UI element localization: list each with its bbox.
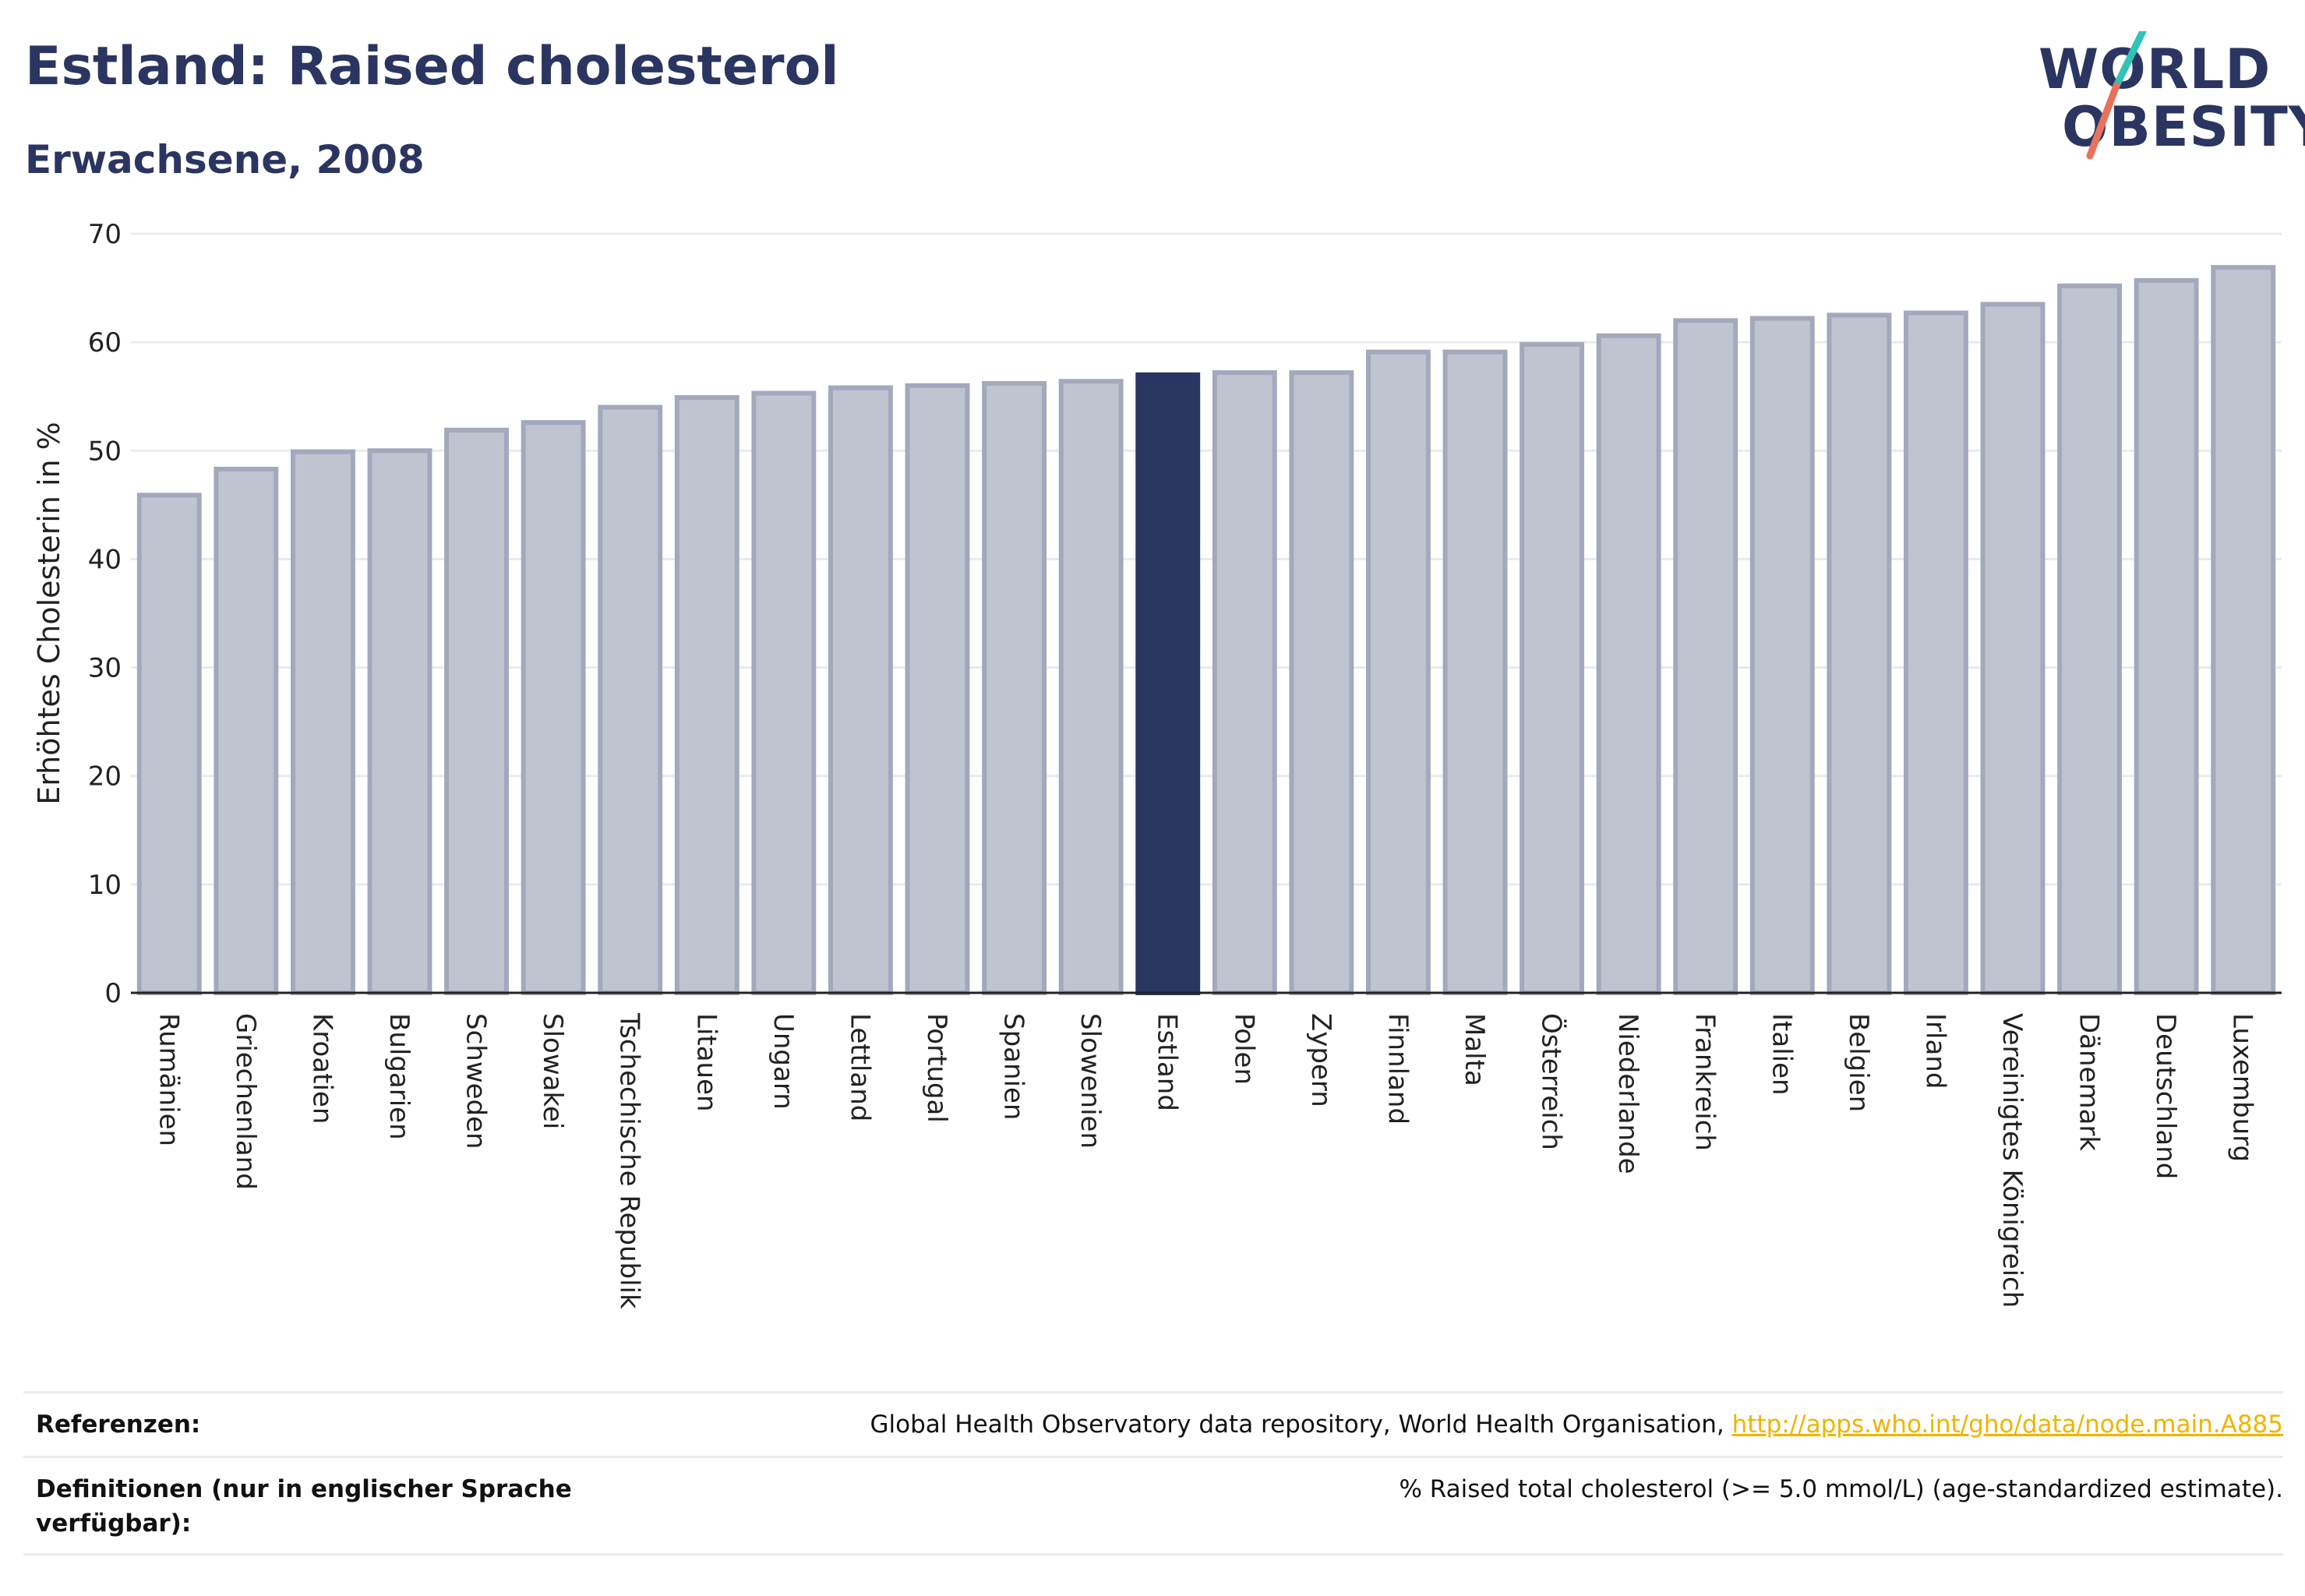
bar[interactable] [674, 395, 740, 995]
x-tick-labels: Rumänien Griechenland Kroatien Bulgarien Sch… [153, 1012, 2257, 1309]
bar-highlight[interactable] [1135, 372, 1201, 995]
x-tick-label: Ungarn [768, 1013, 799, 1110]
page-subtitle: Erwachsene, 2008 [25, 137, 425, 182]
y-tick-label: 0 [104, 978, 122, 1009]
x-tick-label: Malta [1459, 1013, 1490, 1086]
y-tick-label: 40 [88, 544, 122, 575]
definitions-row: Definitionen (nur in englischer Sprache … [23, 1456, 2283, 1555]
logo-slash-icon [2086, 31, 2147, 160]
logo-text-line1: WORLD [2038, 37, 2271, 101]
bar[interactable] [1442, 349, 1508, 995]
x-tick-label: Litauen [690, 1013, 722, 1112]
definitions-value: % Raised total cholesterol (>= 5.0 mmol/… [1399, 1475, 2283, 1503]
x-tick-label: Finnland [1382, 1013, 1413, 1125]
bar[interactable] [1673, 318, 1738, 996]
y-tick-label: 60 [88, 327, 122, 358]
bar[interactable] [905, 383, 970, 996]
bar[interactable] [1827, 312, 1892, 996]
references-value: Global Health Observatory data repositor… [870, 1407, 2283, 1442]
y-tick-label: 10 [88, 870, 122, 901]
x-tick-label: Dänemark [2074, 1013, 2105, 1151]
references-text: Global Health Observatory data repositor… [870, 1411, 1732, 1439]
references-label: Referenzen: [36, 1411, 201, 1439]
y-tick-label: 30 [88, 653, 122, 684]
bar[interactable] [1520, 341, 1585, 995]
x-tick-label: Schweden [461, 1013, 492, 1149]
bar[interactable] [1980, 302, 2046, 995]
x-tick-label: Zypern [1305, 1013, 1336, 1107]
world-obesity-logo: WORLD OBESITY [2034, 31, 2305, 164]
bar[interactable] [2211, 265, 2276, 996]
y-tick-labels: 0 10 20 30 40 50 60 70 [88, 219, 122, 1009]
bar[interactable] [1058, 379, 1124, 995]
bar[interactable] [982, 381, 1047, 995]
x-tick-label: Deutschland [2150, 1013, 2181, 1179]
x-tick-label: Rumänien [153, 1013, 184, 1146]
bar[interactable] [751, 390, 817, 996]
bar[interactable] [367, 448, 432, 995]
x-tick-label: Spanien [998, 1013, 1029, 1120]
x-tick-label: Lettland [844, 1013, 875, 1121]
bar[interactable] [1212, 370, 1277, 996]
y-tick-label: 70 [88, 219, 122, 250]
bar[interactable] [290, 449, 355, 996]
x-tick-label: Vereinigtes Königreich [1996, 1013, 2028, 1308]
x-tick-label: Bulgarien [383, 1013, 415, 1140]
references-table: Referenzen: Global Health Observatory da… [23, 1391, 2283, 1555]
bar[interactable] [136, 493, 202, 995]
bar[interactable] [1596, 333, 1661, 995]
x-tick-label: Luxemburg [2227, 1013, 2258, 1162]
bar[interactable] [1289, 370, 1354, 996]
x-tick-label: Kroatien [306, 1013, 337, 1124]
page-title: Estland: Raised cholesterol [25, 36, 839, 97]
x-tick-label: Tschechische Republik [614, 1012, 645, 1309]
x-tick-label: Österreich [1536, 1013, 1568, 1150]
bar[interactable] [1903, 310, 1968, 995]
x-tick-label: Portugal [921, 1013, 952, 1123]
y-axis-label: Erhöhtes Cholesterin in % [32, 422, 66, 805]
x-tick-label: Slowenien [1075, 1013, 1106, 1149]
x-tick-label: Estland [1152, 1013, 1183, 1111]
y-tick-label: 50 [88, 436, 122, 467]
bar-chart: 0 10 20 30 40 50 60 70 Rumänien Griechenland Kroa… [32, 219, 2282, 1309]
y-tick-label: 20 [88, 761, 122, 793]
x-tick-label: Niederlande [1612, 1013, 1643, 1174]
x-tick-label: Italien [1766, 1013, 1797, 1096]
bar[interactable] [598, 404, 663, 995]
bars [136, 265, 2276, 996]
bar[interactable] [2134, 277, 2199, 996]
references-row: Referenzen: Global Health Observatory da… [23, 1391, 2283, 1456]
x-tick-label: Belgien [1843, 1013, 1874, 1112]
x-tick-label: Griechenland [230, 1013, 261, 1190]
bar[interactable] [1749, 316, 1815, 995]
x-tick-label: Irland [1919, 1013, 1950, 1089]
definitions-label: Definitionen (nur in englischer Sprache … [36, 1475, 572, 1538]
x-tick-label: Slowakei [537, 1013, 568, 1129]
bar[interactable] [2057, 283, 2123, 995]
x-tick-label: Frankreich [1689, 1013, 1721, 1151]
bar[interactable] [828, 385, 893, 995]
bar[interactable] [444, 427, 510, 995]
x-tick-label: Polen [1228, 1013, 1259, 1085]
bar[interactable] [1365, 349, 1431, 995]
bar[interactable] [214, 466, 279, 995]
bar[interactable] [521, 420, 586, 995]
references-link[interactable]: http://apps.who.int/gho/data/node.main.A… [1731, 1411, 2283, 1439]
